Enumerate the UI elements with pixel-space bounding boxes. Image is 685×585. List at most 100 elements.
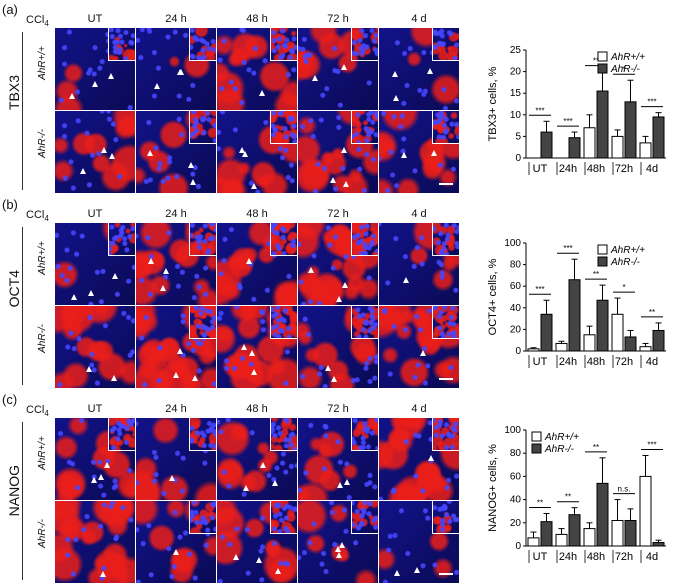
panel-1-column-4: 4 d (411, 208, 427, 220)
panel-1-separator (22, 227, 23, 385)
inset-box (269, 306, 297, 339)
x-tick-label: 48h (587, 356, 605, 368)
bar-AhR-/--72h (624, 336, 637, 352)
y-tick-label: 20 (510, 67, 522, 78)
significance-label: ** (565, 493, 571, 502)
panel-1-genotype-1: AhR-/- (37, 324, 48, 353)
inset-box (269, 501, 297, 534)
bar-AhR+/+-4d (639, 142, 652, 159)
inset-box (107, 418, 135, 451)
legend-swatch (597, 256, 608, 267)
significance-label: ** (593, 270, 599, 279)
arrowhead-icon (414, 567, 421, 574)
arrowhead-icon (191, 375, 198, 382)
inset-box (188, 418, 216, 451)
bar-AhR-/--48h (596, 90, 609, 159)
bar-AhR-/--4d (652, 542, 665, 547)
micrograph-tile (297, 27, 379, 111)
x-tick-label: 72h (615, 551, 633, 563)
bar-AhR-/--24h (568, 279, 581, 352)
x-tick-label: UT (533, 356, 548, 368)
legend-label: AhR+/+ (610, 52, 645, 63)
arrowhead-icon (271, 480, 278, 487)
arrowhead-icon (392, 95, 399, 102)
micrograph-tile (216, 305, 298, 389)
micrograph-tile (378, 27, 460, 111)
arrowhead-icon (80, 168, 87, 175)
micrograph-tile (135, 27, 217, 111)
panel-2-column-3: 72 h (327, 403, 349, 415)
arrowhead-icon (260, 462, 267, 469)
bar-AhR+/+-48h (583, 528, 596, 547)
bar-AhR+/+-4d (639, 475, 652, 547)
micrograph-tile (135, 110, 217, 194)
bar-AhR-/--4d (652, 329, 665, 352)
arrowhead-icon (343, 180, 350, 187)
legend-label: AhR-/- (544, 444, 575, 455)
y-axis-label: TBX3+ cells, % (487, 66, 499, 141)
y-tick-label: 60 (510, 281, 522, 292)
legend-swatch (531, 431, 542, 442)
bar-AhR+/+-UT (527, 537, 540, 547)
arrowhead-icon (312, 75, 319, 82)
significance-label: *** (563, 117, 572, 126)
arrowhead-icon (241, 151, 248, 158)
arrowhead-icon (341, 281, 348, 288)
bar-AhR+/+-24h (555, 533, 568, 547)
micrograph-tile (297, 305, 379, 389)
arrowhead-icon (71, 293, 78, 300)
arrowhead-icon (430, 150, 437, 157)
arrowhead-icon (107, 73, 114, 80)
bar-AhR+/+-48h (583, 127, 596, 159)
micrograph-tile (54, 417, 136, 501)
bar-AhR-/--24h (568, 514, 581, 547)
arrowhead-icon (92, 80, 99, 87)
arrowhead-icon (159, 284, 166, 291)
arrowhead-icon (246, 258, 253, 265)
significance-label: *** (535, 285, 544, 294)
arrowhead-icon (242, 484, 249, 491)
legend-swatch (531, 443, 542, 454)
arrowhead-icon (336, 295, 343, 302)
arrowhead-icon (340, 147, 347, 154)
legend-swatch (597, 244, 608, 255)
y-tick-label: 15 (510, 88, 522, 99)
x-tick-label: 4d (646, 356, 658, 368)
bar-AhR-/--48h (596, 299, 609, 352)
x-tick-label: 72h (615, 163, 633, 175)
arrowhead-icon (330, 177, 337, 184)
arrowhead-icon (255, 557, 262, 564)
arrowhead-icon (420, 350, 427, 357)
significance-label: *** (563, 244, 572, 253)
y-tick-label: 100 (504, 425, 521, 436)
bar-AhR-/--UT (540, 131, 553, 159)
panel-1-column-3: 72 h (327, 208, 349, 220)
scale-bar (439, 183, 453, 185)
inset-box (188, 223, 216, 256)
micrograph-tile (378, 110, 460, 194)
bar-AhR+/+-UT (527, 348, 540, 352)
panel-2-genotype-1: AhR-/- (37, 519, 48, 548)
inset-box (431, 306, 459, 339)
y-tick-label: 0 (515, 541, 521, 552)
y-tick-label: 80 (510, 448, 522, 459)
bar-AhR+/+-48h (583, 334, 596, 352)
arrowhead-icon (69, 93, 76, 100)
arrowhead-icon (190, 179, 197, 186)
panel-0-column-1: 24 h (165, 13, 187, 25)
inset-box (188, 111, 216, 144)
legend-label: AhR+/+ (610, 245, 645, 256)
panel-1-genotype-0: AhR+/+ (37, 241, 48, 275)
arrowhead-icon (341, 63, 348, 70)
arrowhead-icon (308, 266, 315, 273)
panel-2-stain-label: NANOG (6, 465, 22, 517)
arrowhead-icon (401, 151, 408, 158)
y-tick-label: 10 (510, 110, 522, 121)
arrowhead-icon (240, 344, 247, 351)
scale-bar (439, 378, 453, 380)
legend-label: AhR-/- (610, 64, 641, 75)
significance-label: n.s. (618, 485, 631, 494)
inset-box (188, 306, 216, 339)
inset-box (188, 501, 216, 534)
